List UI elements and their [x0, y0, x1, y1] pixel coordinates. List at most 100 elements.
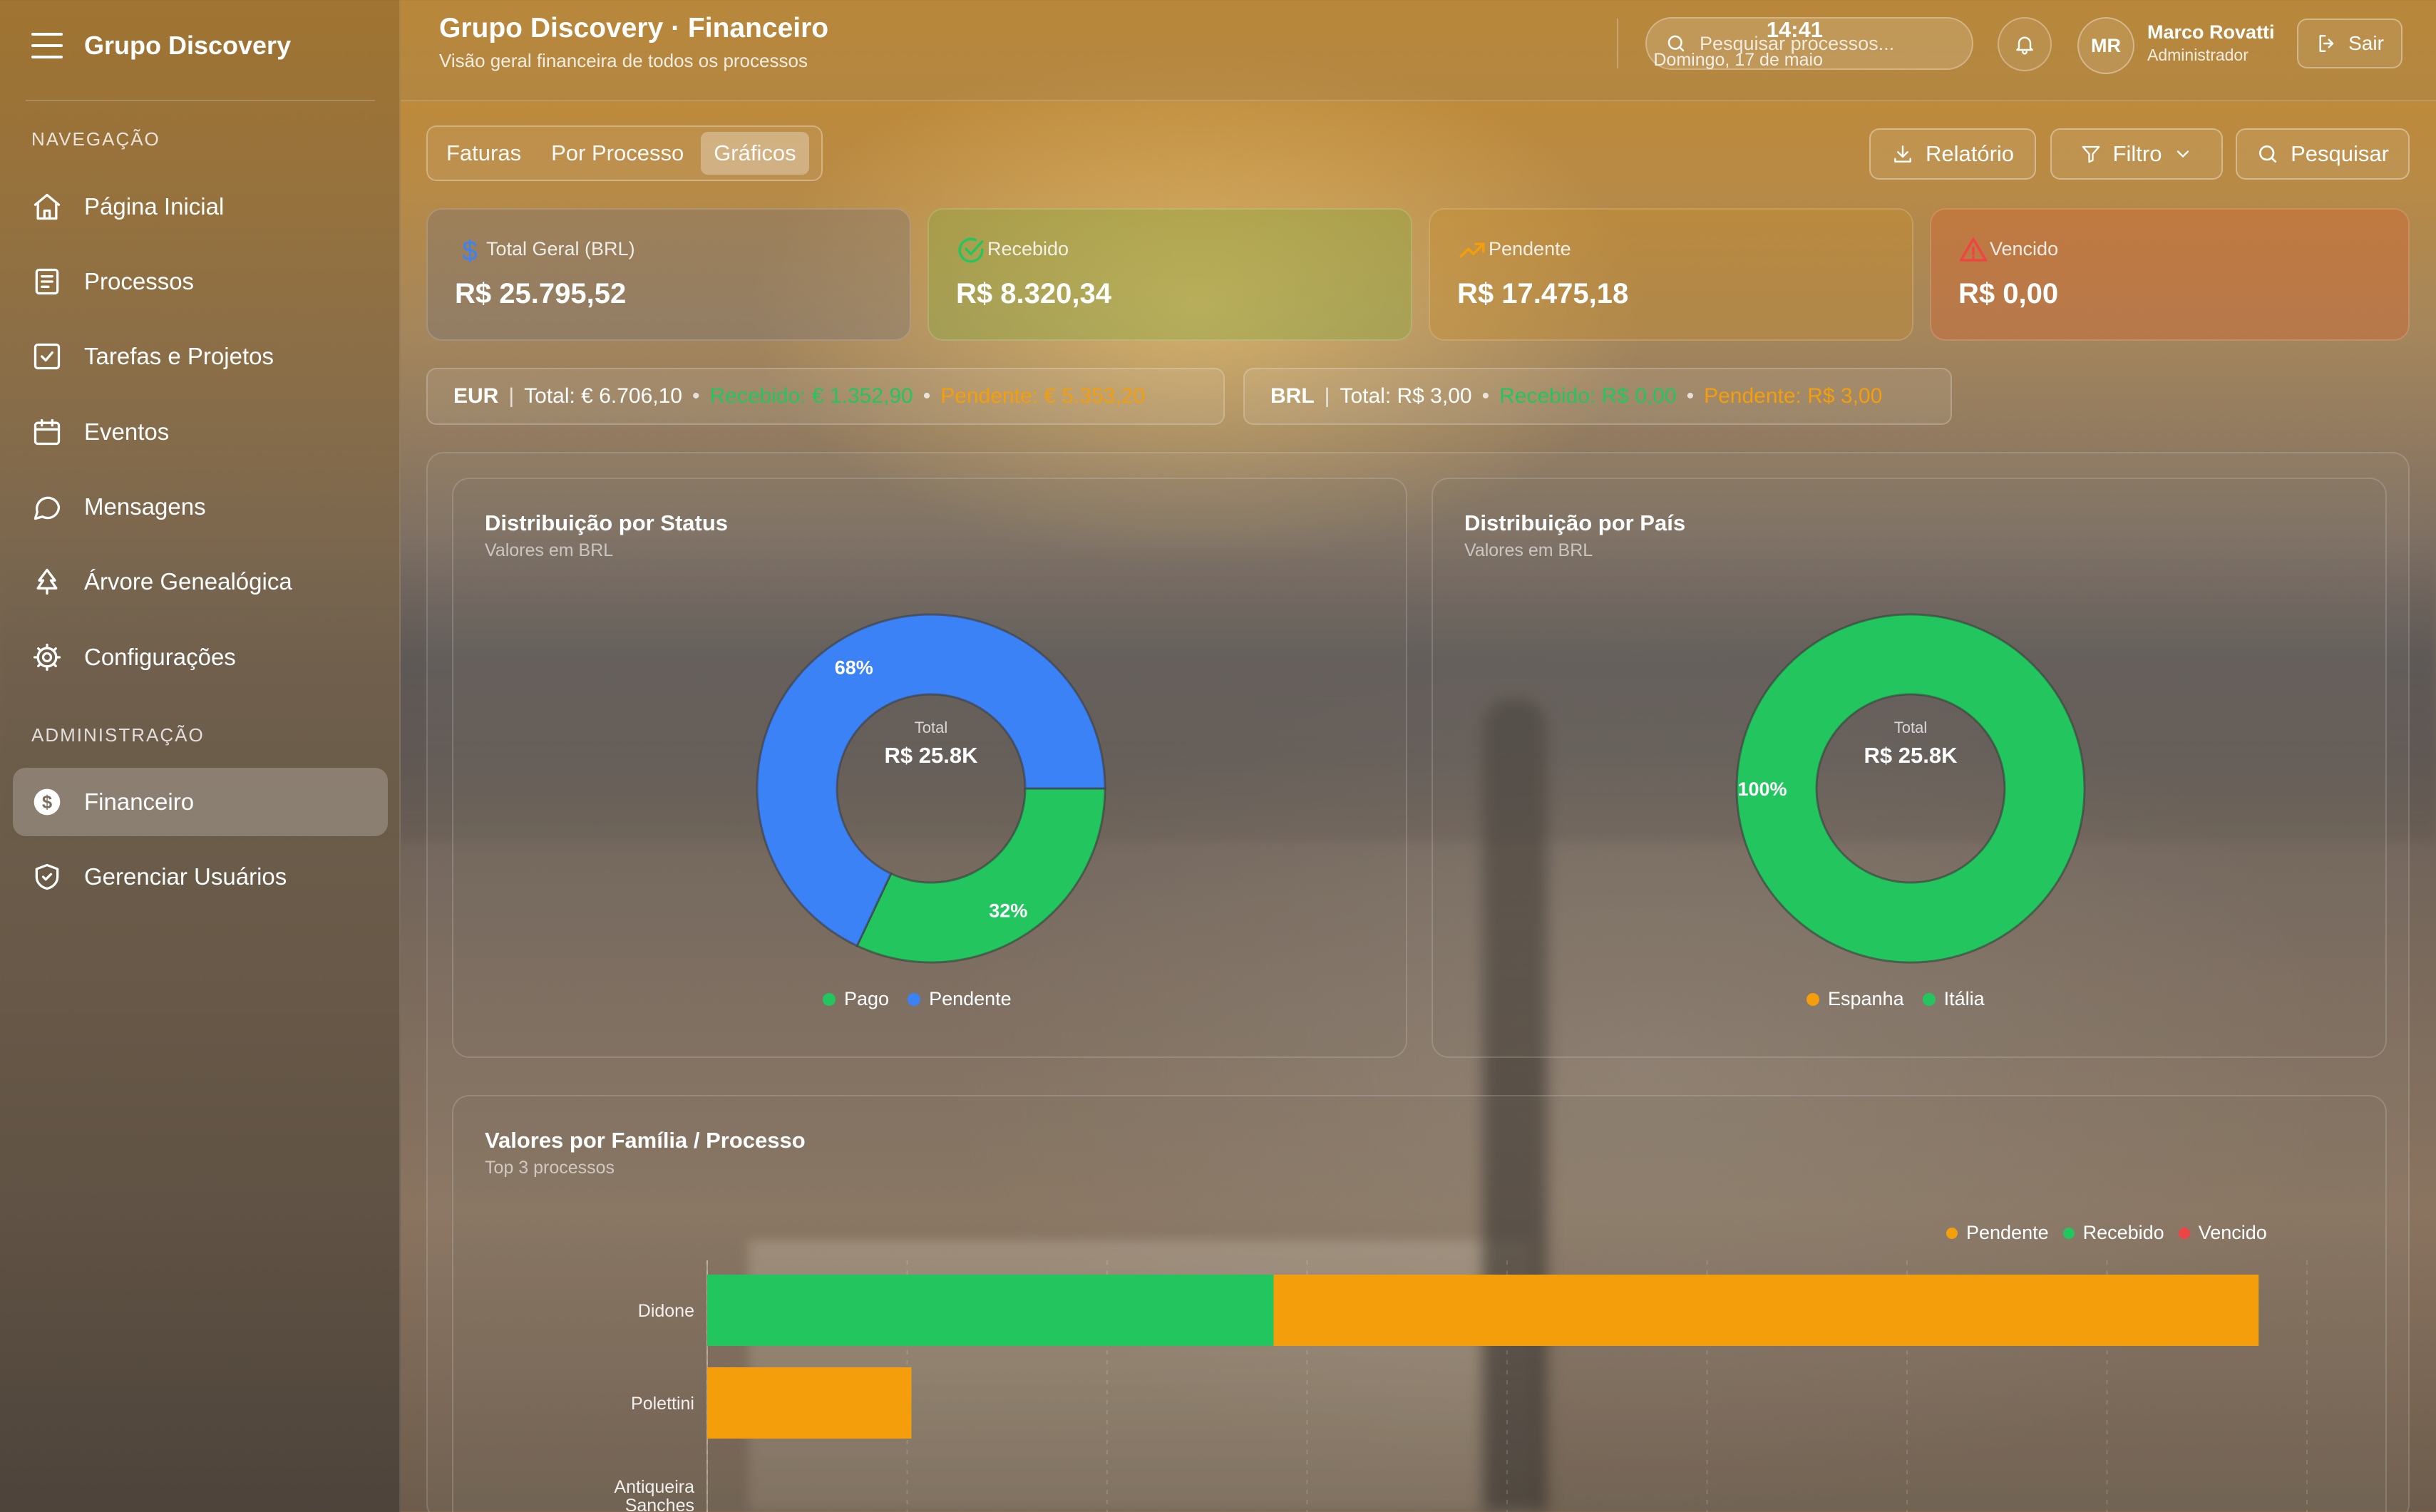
avatar[interactable]: MR [2077, 17, 2134, 74]
sidebar-item-home[interactable]: Página Inicial [13, 173, 388, 241]
currency-strip-eur: EUR | Total: € 6.706,10 • Recebido: € 1.… [426, 368, 1225, 425]
stat-card-overdue: Vencido R$ 0,00 [1930, 208, 2410, 341]
sidebar-item-label: Gerenciar Usuários [84, 863, 287, 890]
stat-label: Vencido [1990, 238, 2059, 259]
bar-pendente-polettini[interactable] [707, 1367, 912, 1439]
country-donut-chart: 100% Total R$ 25.8K [1735, 613, 2086, 964]
brand-title: Grupo Discovery [84, 31, 292, 60]
bar-pendente-didone[interactable] [1273, 1275, 2259, 1346]
menu-icon[interactable] [31, 33, 63, 58]
sidebar: Grupo Discovery NAVEGAÇÃO Página Inicial… [0, 0, 401, 1512]
tree-icon [36, 568, 58, 595]
donut-slice-label: 68% [835, 657, 873, 678]
report-button[interactable]: Relatório [1869, 128, 2036, 180]
bell-icon [2016, 36, 2033, 55]
currency-received: Recebido: € 1.352,90 [709, 384, 913, 408]
currency-received: Recebido: R$ 0,00 [1499, 384, 1677, 408]
stat-value: R$ 25.795,52 [455, 278, 627, 309]
legend-dot [2062, 1227, 2075, 1239]
report-label: Relatório [1925, 141, 2015, 166]
donut-slice-pago[interactable] [855, 787, 1106, 964]
sidebar-item-tasks[interactable]: Tarefas e Projetos [13, 322, 388, 391]
status-legend: Pago Pendente [823, 988, 1012, 1010]
legend-item: Espanha [1807, 988, 1904, 1010]
document-icon [35, 268, 59, 295]
sidebar-item-settings[interactable]: Configurações [13, 623, 388, 691]
chevron-down-icon [2177, 150, 2189, 158]
brand: Grupo Discovery [31, 26, 291, 66]
legend-item: Recebido [2062, 1222, 2164, 1244]
logout-button[interactable]: Sair [2297, 19, 2402, 68]
chart-subtitle: Valores em BRL [485, 540, 614, 560]
sidebar-item-label: Financeiro [84, 788, 195, 815]
home-icon [34, 193, 61, 220]
family-chart-panel: Valores por Família / Processo Top 3 pro… [452, 1095, 2387, 1512]
search-button[interactable]: Pesquisar [2236, 128, 2410, 180]
chart-title: Distribuição por Status [485, 510, 729, 535]
family-legend: Pendente Recebido Vencido [1946, 1222, 2267, 1244]
sidebar-item-manage-users[interactable]: Gerenciar Usuários [13, 843, 388, 911]
separator: • [923, 384, 931, 408]
sidebar-item-label: Mensagens [84, 493, 206, 520]
y-tick-label: Antiqueira Sanches [614, 1477, 694, 1512]
sidebar-item-label: Tarefas e Projetos [84, 343, 274, 369]
currency-code: EUR [453, 384, 499, 408]
legend-dot [1807, 992, 1819, 1006]
y-tick-label: Polettini [631, 1394, 694, 1414]
gear-icon [33, 643, 61, 672]
page-title: Grupo Discovery · Financeiro [439, 13, 829, 43]
filter-button[interactable]: Filtro [2050, 128, 2223, 180]
user-role: Administrador [2147, 46, 2249, 64]
status-donut-chart: 32% 68% Total R$ 25.8K [756, 613, 1106, 964]
legend-label: Vencido [2198, 1222, 2267, 1243]
section-label-navigation: NAVEGAÇÃO [31, 128, 160, 150]
search-box[interactable] [1645, 17, 1973, 70]
stat-value: R$ 17.475,18 [1457, 278, 1629, 309]
legend-item: Pendente [908, 988, 1012, 1010]
legend-dot [908, 992, 921, 1006]
sidebar-item-label: Árvore Genealógica [84, 568, 292, 595]
search-input[interactable] [1700, 32, 1963, 55]
sidebar-item-messages[interactable]: Mensagens [13, 473, 388, 541]
notifications-button[interactable] [1998, 17, 2052, 71]
search-icon [1667, 35, 1685, 52]
sidebar-item-processes[interactable]: Processos [13, 247, 388, 316]
chart-title: Distribuição por País [1464, 510, 1686, 535]
search-icon [2259, 145, 2277, 163]
sidebar-item-events[interactable]: Eventos [13, 398, 388, 466]
sidebar-item-label: Processos [84, 268, 195, 294]
search-button-label: Pesquisar [2291, 141, 2389, 166]
tab-charts[interactable]: Gráficos [701, 132, 809, 175]
currency-pending: Pendente: R$ 3,00 [1704, 384, 1883, 408]
donut-center-label: Total [915, 719, 947, 736]
header-divider [1617, 19, 1618, 68]
legend-item: Itália [1922, 988, 1985, 1010]
page-subtitle: Visão geral financeira de todos os proce… [439, 50, 808, 71]
bar-recebido-didone[interactable] [707, 1275, 1274, 1346]
svg-text:$: $ [42, 793, 52, 813]
stat-value: R$ 8.320,34 [956, 278, 1111, 309]
legend-item: Pago [823, 988, 889, 1010]
sidebar-item-finance[interactable]: $ Financeiro [13, 768, 388, 836]
sidebar-item-family-tree[interactable]: Árvore Genealógica [13, 547, 388, 616]
check-circle-icon [958, 237, 984, 263]
tab-invoices[interactable]: Faturas [446, 140, 522, 165]
separator: • [1481, 384, 1490, 408]
tab-by-process[interactable]: Por Processo [551, 140, 684, 165]
legend-label: Itália [1943, 988, 1985, 1009]
message-icon [34, 496, 61, 520]
legend-dot [823, 992, 836, 1006]
sidebar-divider [26, 100, 375, 101]
currency-pending: Pendente: € 5.353,20 [940, 384, 1146, 408]
chart-subtitle: Top 3 processos [485, 1158, 615, 1178]
currency-total: Total: R$ 3,00 [1340, 384, 1472, 408]
sidebar-item-label: Configurações [84, 644, 236, 670]
status-chart-panel: Distribuição por Status Valores em BRL 3… [452, 478, 1407, 1058]
legend-label: Pendente [929, 988, 1012, 1009]
charts-area [426, 452, 2410, 1512]
warning-icon [1959, 237, 1988, 262]
stat-label: Recebido [987, 238, 1069, 259]
checkbox-icon [34, 343, 61, 370]
donut-slice-pendente[interactable] [756, 613, 1106, 947]
donut-slice-it-lia[interactable] [1735, 613, 2086, 964]
